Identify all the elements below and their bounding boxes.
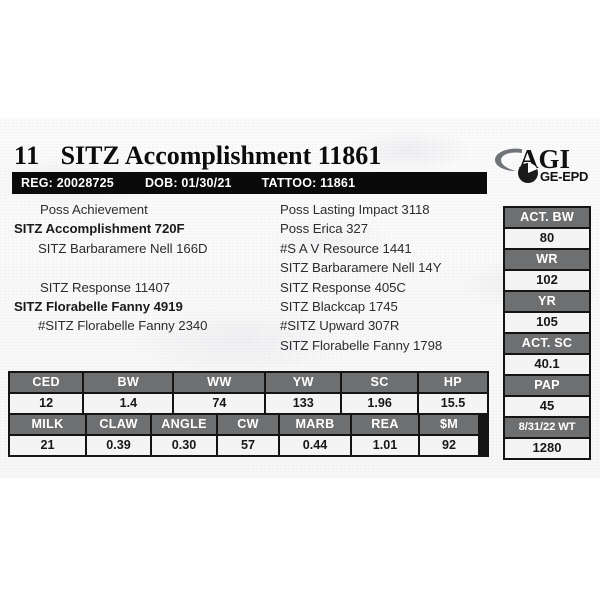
stat-label: YR [505, 292, 589, 311]
epd-cell-header: REA [352, 415, 418, 434]
agi-logo-icon: AGI GE-EPD [495, 144, 588, 184]
pedigree-line: Poss Erica 327 [280, 221, 368, 237]
stat-value: 40.1 [505, 355, 589, 374]
svg-text:GE-EPD: GE-EPD [540, 169, 588, 184]
catalog-sheet: 11 SITZ Accomplishment 11861 REG: 200287… [0, 118, 600, 478]
epd-cell-value: 0.44 [280, 436, 350, 455]
stat-label: 8/31/22 WT [505, 418, 589, 437]
stat-label: WR [505, 250, 589, 269]
date-of-birth: DOB: 01/30/21 [144, 176, 232, 190]
pedigree-line: #SITZ Upward 307R [280, 318, 400, 334]
pedigree-line-dam: SITZ Florabelle Fanny 4919 [14, 298, 183, 314]
epd-cell-header: MARB [280, 415, 350, 434]
epd-cell-value: 1.01 [352, 436, 418, 455]
epd-cell-header: HP [418, 373, 487, 392]
epd-cell-value: 57 [218, 436, 278, 455]
epd-cell-value: 1.4 [84, 394, 173, 413]
pedigree-block: Poss Achievement SITZ Accomplishment 720… [0, 200, 490, 368]
epd-cell-value: 133 [266, 394, 341, 413]
page-title: 11 SITZ Accomplishment 11861 [14, 137, 484, 169]
pedigree-line-sire: SITZ Accomplishment 720F [14, 221, 185, 237]
pedigree-left-column: Poss Achievement SITZ Accomplishment 720… [14, 200, 276, 336]
pedigree-spacer [14, 258, 276, 277]
stat-value: 1280 [505, 439, 589, 458]
epd-header-row: MILK CLAW ANGLE CW MARB REA $M [10, 415, 487, 434]
stat-value: 80 [505, 229, 589, 248]
epd-cell-header: CLAW [87, 415, 150, 434]
pedigree-right-column: Poss Lasting Impact 3118 Poss Erica 327 … [280, 200, 490, 355]
epd-cell-value: 74 [174, 394, 265, 413]
identification-bar: REG: 20028725 DOB: 01/30/21 TATTOO: 1186… [12, 172, 487, 194]
stat-value: 105 [505, 313, 589, 332]
epd-value-row: 21 0.39 0.30 57 0.44 1.01 92 [10, 436, 487, 455]
registration-number: REG: 20028725 [21, 176, 114, 190]
epd-cell-header: $M [420, 415, 478, 434]
stat-label: ACT. SC [505, 334, 589, 353]
pedigree-line: SITZ Barbaramere Nell 166D [38, 240, 208, 256]
lot-number: 11 [14, 141, 40, 170]
epd-cell-value: 0.30 [152, 436, 216, 455]
pedigree-line: SITZ Blackcap 1745 [280, 298, 398, 314]
epd-cell-header: YW [266, 373, 341, 392]
stat-label: ACT. BW [505, 208, 589, 227]
epd-cell-header: BW [84, 373, 173, 392]
pedigree-line: Poss Achievement [40, 202, 148, 217]
epd-cell-header: CW [218, 415, 278, 434]
stat-value: 45 [505, 397, 589, 416]
epd-cell-value: 21 [10, 436, 85, 455]
animal-name: SITZ Accomplishment 11861 [60, 141, 382, 170]
actual-measurements-panel: ACT. BW 80 WR 102 YR 105 ACT. SC 40.1 PAP 45 8/31/… [503, 206, 591, 460]
pedigree-line: #S A V Resource 1441 [280, 240, 412, 256]
epd-header-row: CED BW WW YW SC HP [10, 373, 487, 392]
epd-cell-value: 0.39 [87, 436, 150, 455]
pedigree-line: SITZ Response 11407 [40, 279, 171, 295]
epd-cell-header: ANGLE [152, 415, 216, 434]
tattoo-number: TATTOO: 11861 [261, 176, 356, 190]
epd-cell-header: CED [10, 373, 83, 392]
agi-ge-epd-logo: AGI GE-EPD [492, 140, 596, 186]
epd-cell-value: 92 [420, 436, 478, 455]
stat-label: PAP [505, 376, 589, 395]
epd-cell-header: SC [342, 373, 417, 392]
epd-table: CED BW WW YW SC HP 12 1.4 74 133 1.96 15.5 MILK CLA… [8, 371, 489, 457]
pedigree-line: SITZ Response 405C [280, 279, 406, 295]
pedigree-line: SITZ Barbaramere Nell 14Y [280, 260, 442, 276]
epd-cell-value: 12 [10, 394, 83, 413]
epd-cell-header: WW [174, 373, 265, 392]
epd-cell-header: MILK [10, 415, 85, 434]
stat-value: 102 [505, 271, 589, 290]
pedigree-line: #SITZ Florabelle Fanny 2340 [38, 318, 208, 334]
epd-cell-value: 1.96 [342, 394, 417, 413]
pedigree-line: Poss Lasting Impact 3118 [280, 202, 430, 217]
epd-value-row: 12 1.4 74 133 1.96 15.5 [10, 394, 487, 413]
pedigree-line: SITZ Florabelle Fanny 1798 [280, 337, 443, 353]
epd-cell-value: 15.5 [418, 394, 487, 413]
